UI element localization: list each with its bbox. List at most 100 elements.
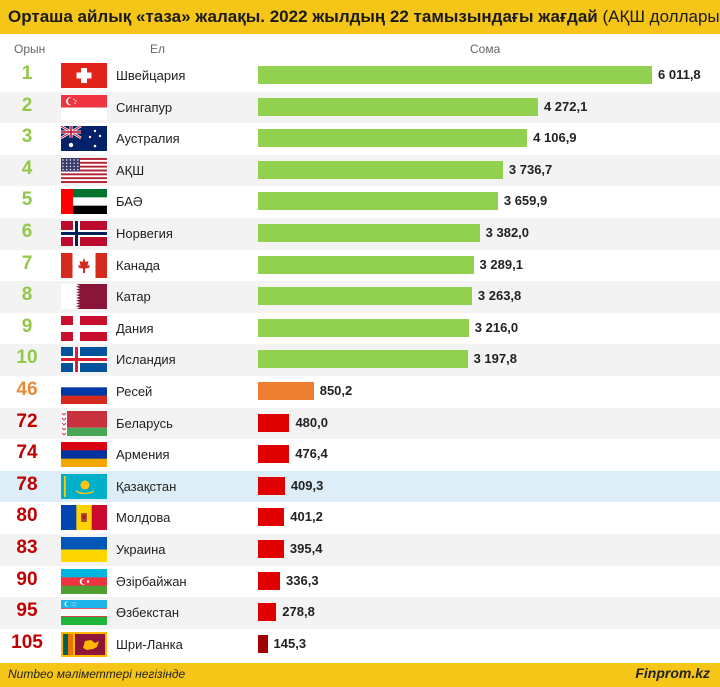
value-label: 278,8	[282, 604, 315, 620]
singapore-flag-icon	[61, 94, 107, 120]
value-label: 3 263,8	[477, 288, 522, 304]
rank-label: 3	[21, 126, 33, 148]
rank-label: 90	[16, 568, 38, 590]
data-bar	[258, 603, 277, 622]
data-bar	[258, 224, 480, 242]
rank-label: 83	[16, 537, 38, 558]
value-label: 6 011,8	[658, 67, 701, 82]
rank-label: 46	[16, 379, 38, 400]
azerbaijan-flag-icon	[61, 568, 107, 594]
data-bar	[258, 634, 268, 653]
chart-row: 46 Ресей 850,2	[0, 376, 720, 408]
chart-title-main: Орташа айлық «таза» жалақы. 2022 жылдың …	[8, 7, 598, 26]
value-label: 3 382,0	[485, 225, 530, 240]
rank-label: 95	[16, 600, 38, 622]
canada-flag-icon	[61, 252, 107, 278]
rank-label: 4	[21, 157, 33, 179]
rank-label: 78	[16, 473, 38, 495]
chart-row: 72 Беларусь 480,0	[0, 407, 720, 440]
country-label: Украина	[116, 542, 166, 557]
source-note: Numbeo мәліметтері негізінде	[8, 667, 186, 681]
chart-row: 4 АҚШ 3 736,7	[0, 154, 720, 187]
rank-label: 10	[16, 347, 38, 369]
data-bar	[258, 287, 472, 306]
usa-flag-icon	[61, 157, 107, 183]
value-label: 4 272,1	[543, 98, 588, 114]
chart-row: 1 Швейцария 6 011,8	[0, 60, 720, 92]
country-label: БАӘ	[116, 194, 143, 210]
country-label: Исландия	[116, 352, 176, 368]
chart-row: 3 Аустралия 4 106,9	[0, 123, 720, 155]
data-bar	[258, 540, 284, 558]
data-bar	[258, 160, 503, 179]
data-bar	[258, 571, 281, 590]
data-bar	[258, 97, 538, 116]
data-bar	[258, 476, 285, 495]
qatar-flag-icon	[61, 284, 107, 310]
data-bar	[258, 382, 314, 400]
country-label: Дания	[116, 320, 154, 336]
chart-title: Орташа айлық «таза» жалақы. 2022 жылдың …	[8, 7, 720, 27]
kazakhstan-flag-icon	[61, 473, 107, 499]
data-bar	[258, 66, 652, 84]
chart-row: 78 Қазақстан 409,3	[0, 470, 720, 503]
country-label: Армения	[116, 447, 170, 463]
value-label: 3 736,7	[508, 161, 553, 177]
chart-row: 83 Украина 395,4	[0, 534, 720, 566]
rank-label: 7	[21, 252, 33, 274]
chart-row: 9 Дания 3 216,0	[0, 313, 720, 345]
rank-label: 6	[21, 221, 33, 242]
chart-row: 74 Армения 476,4	[0, 439, 720, 471]
belarus-flag-icon	[61, 410, 107, 436]
country-label: Молдова	[116, 510, 171, 526]
data-bar	[258, 192, 498, 211]
rank-label: 72	[16, 410, 38, 432]
footer-bar	[0, 663, 720, 687]
rank-label: 80	[16, 505, 38, 527]
country-label: АҚШ	[116, 162, 145, 178]
ukraine-flag-icon	[61, 537, 107, 562]
uzbekistan-flag-icon	[61, 600, 107, 626]
country-label: Ресей	[116, 384, 153, 399]
value-label: 3 197,8	[473, 351, 517, 367]
russia-flag-icon	[61, 379, 107, 404]
value-label: 480,0	[295, 414, 328, 430]
value-label: 476,4	[295, 446, 328, 462]
country-label: Беларусь	[116, 415, 173, 431]
country-label: Катар	[116, 289, 151, 305]
country-label: Сингапур	[116, 99, 173, 115]
value-label: 850,2	[319, 383, 353, 398]
value-label: 3 216,0	[474, 319, 519, 335]
chart-row: 2 Сингапур 4 272,1	[0, 91, 720, 124]
chart-row: 6 Норвегия 3 382,0	[0, 218, 720, 250]
value-label: 145,3	[273, 635, 307, 651]
rank-label: 5	[21, 189, 33, 211]
switzerland-flag-icon	[61, 63, 107, 88]
country-label: Швейцария	[116, 68, 186, 83]
data-bar	[258, 413, 290, 432]
chart-row: 5 БАӘ 3 659,9	[0, 186, 720, 218]
data-bar	[258, 318, 469, 337]
chart-row: 7 Канада 3 289,1	[0, 250, 720, 282]
brand-logo-text: Finprom.kz	[635, 665, 710, 681]
data-bar	[258, 255, 474, 274]
chart-row: 90 Әзірбайжан 336,3	[0, 566, 720, 598]
chart-row: 105 Шри-Ланка 145,3	[0, 629, 720, 661]
value-label: 336,3	[286, 572, 319, 588]
rank-label: 1	[21, 63, 33, 84]
chart-title-unit: (АҚШ доллары)	[597, 7, 720, 26]
data-bar	[258, 508, 285, 527]
rank-label: 8	[21, 284, 33, 306]
moldova-flag-icon	[61, 505, 107, 531]
armenia-flag-icon	[61, 442, 107, 468]
chart-row: 8 Катар 3 263,8	[0, 281, 720, 313]
country-label: Қазақстан	[116, 478, 177, 494]
data-bar	[258, 350, 468, 369]
country-label: Канада	[116, 257, 161, 273]
uae-flag-icon	[61, 189, 107, 215]
country-label: Норвегия	[116, 226, 173, 241]
data-bar	[258, 445, 290, 464]
norway-flag-icon	[61, 221, 107, 246]
country-label: Шри-Ланка	[116, 636, 183, 652]
rank-label: 9	[21, 315, 33, 337]
